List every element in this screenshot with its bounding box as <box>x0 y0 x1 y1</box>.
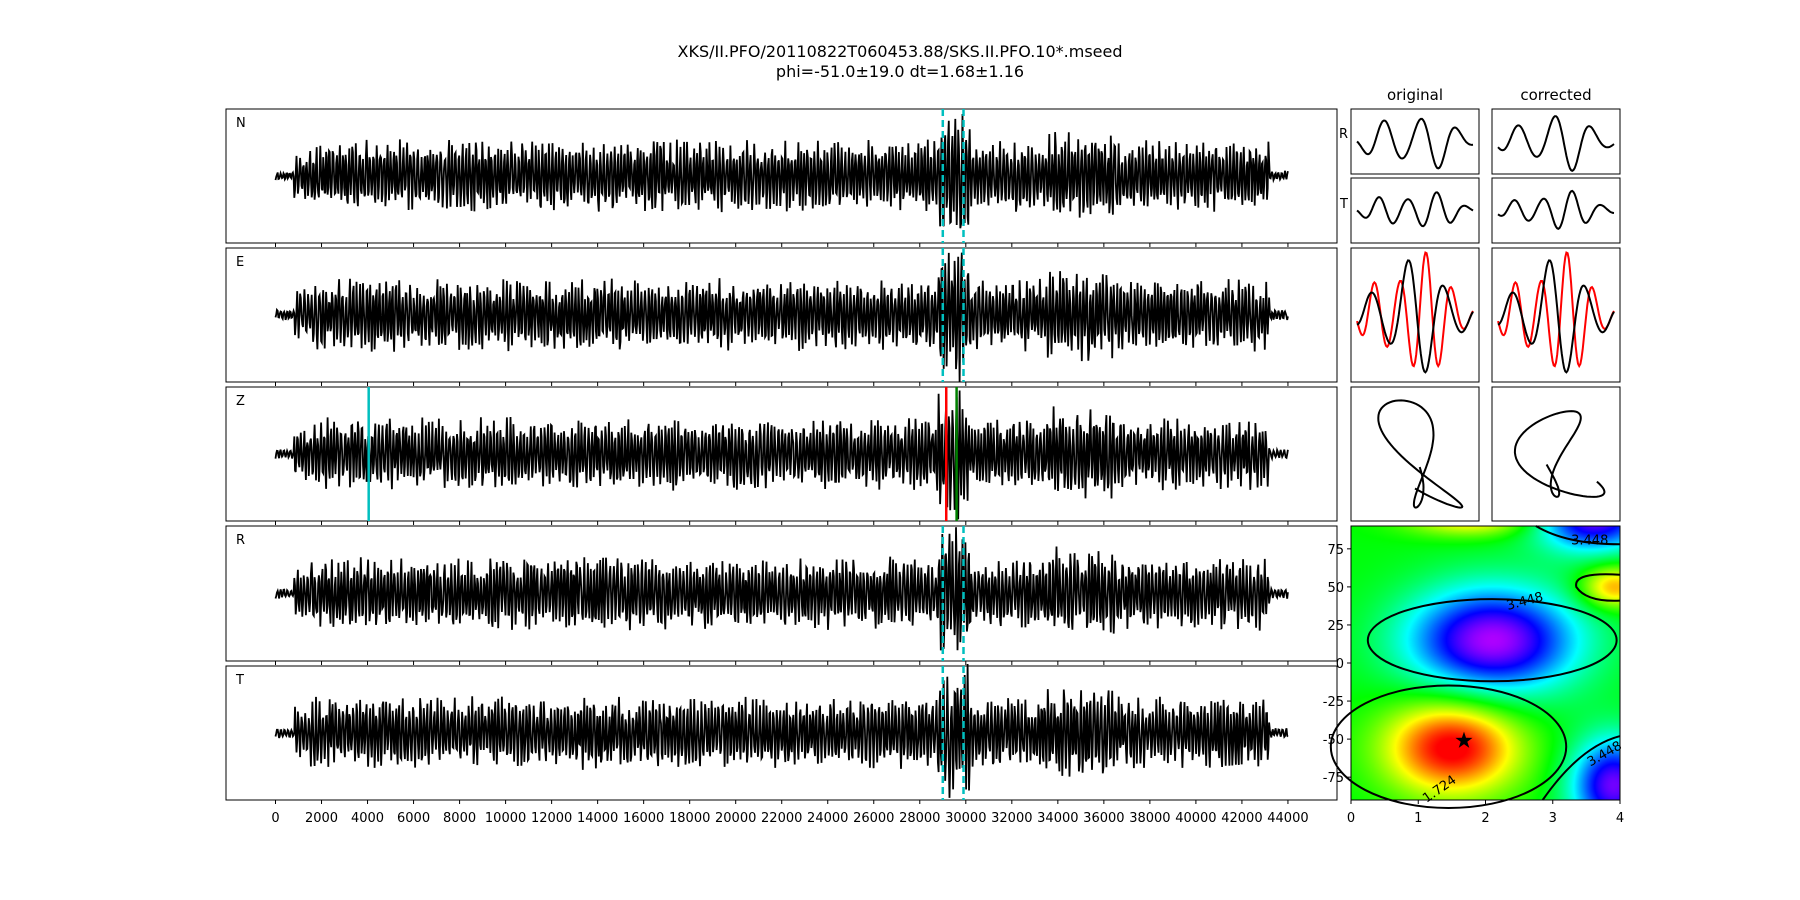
x-tick-label: 36000 <box>1083 811 1124 826</box>
x-tick-label: 6000 <box>397 811 430 826</box>
panel-frame <box>1350 177 1480 244</box>
waveform-N <box>274 113 1289 229</box>
small-panel-original-0 <box>1350 108 1480 175</box>
small-panel-corrected-3 <box>1491 386 1621 522</box>
heatmap-y-tick-label: -50 <box>1323 733 1344 748</box>
contour-line <box>1329 684 1568 810</box>
small-panel-corrected-1 <box>1491 177 1621 244</box>
x-tick-label: 12000 <box>531 811 572 826</box>
trace-panel-R: R <box>225 525 1338 665</box>
x-tick-label: 38000 <box>1129 811 1170 826</box>
contour-line <box>1541 735 1621 801</box>
contour-label: 1.724 <box>1420 773 1459 807</box>
heatmap-y-tick-label: 25 <box>1327 619 1344 634</box>
panel-frame <box>1350 108 1480 175</box>
best-fit-star-icon <box>1455 731 1473 748</box>
contour-label: 3.448 <box>1571 533 1608 548</box>
row-label-T: T <box>1339 197 1348 212</box>
channel-label: R <box>236 533 245 548</box>
panel-frame <box>1491 177 1621 244</box>
heatmap-y-tick-label: -25 <box>1323 695 1344 710</box>
contour-label: 3.448 <box>1585 739 1625 771</box>
waveform-R <box>274 527 1289 651</box>
contour-line <box>1535 525 1621 546</box>
x-tick-label: 18000 <box>669 811 710 826</box>
heatmap-y-tick-label: 75 <box>1327 543 1344 558</box>
x-tick-label: 8000 <box>443 811 476 826</box>
heatmap-x-tick-label: 0 <box>1347 811 1355 826</box>
waveform-T <box>274 663 1289 798</box>
waveform-T <box>1497 189 1615 230</box>
waveform-E <box>1356 251 1474 369</box>
heatmap-y-tick-label: -75 <box>1323 771 1344 786</box>
small-panel-original-3 <box>1350 386 1480 522</box>
channel-label: N <box>236 116 246 131</box>
particle-motion <box>1377 399 1464 509</box>
trace-panel-E: E <box>225 247 1338 386</box>
heatmap-y-tick-label: 0 <box>1336 657 1344 672</box>
x-tick-label: 30000 <box>945 811 986 826</box>
waveform-R <box>1356 117 1474 170</box>
heatmap-x-tick-label: 3 <box>1549 811 1557 826</box>
x-tick-label: 24000 <box>807 811 848 826</box>
column-title-original: original <box>1387 86 1443 104</box>
panel-frame <box>1350 247 1480 383</box>
panel-frame <box>1491 247 1621 383</box>
x-tick-label: 28000 <box>899 811 940 826</box>
panel-frame <box>1491 108 1621 175</box>
waveform-N <box>1356 259 1474 374</box>
splitting-heatmap <box>1351 526 1620 800</box>
x-tick-label: 14000 <box>577 811 618 826</box>
trace-panel-Z: Z <box>225 386 1338 525</box>
channel-label: T <box>235 673 244 688</box>
trace-panel-N: N <box>225 108 1338 247</box>
waveform-T <box>1356 191 1474 228</box>
contour-line <box>1575 573 1621 602</box>
panel-frame <box>1491 386 1621 522</box>
waveform-E <box>1497 251 1615 369</box>
x-tick-label: 20000 <box>715 811 756 826</box>
x-tick-label: 0 <box>271 811 279 826</box>
trace-panel-T: T <box>225 663 1338 804</box>
channel-label: Z <box>236 394 245 409</box>
row-label-R: R <box>1339 127 1348 142</box>
heatmap-x-tick-label: 1 <box>1414 811 1422 826</box>
heatmap-y-tick-label: 50 <box>1327 581 1344 596</box>
small-panel-corrected-0 <box>1491 108 1621 175</box>
x-tick-label: 4000 <box>351 811 384 826</box>
waveform-Z <box>274 390 1289 520</box>
waveform-R <box>1497 115 1615 172</box>
column-title-corrected: corrected <box>1520 86 1591 104</box>
x-tick-label: 22000 <box>761 811 802 826</box>
figure-subtitle: phi=-51.0±19.0 dt=1.68±1.16 <box>775 62 1025 81</box>
waveform-N <box>1497 259 1615 374</box>
heatmap-x-tick-label: 4 <box>1616 811 1624 826</box>
x-tick-label: 44000 <box>1267 811 1308 826</box>
panel-frame <box>1350 386 1480 522</box>
x-tick-label: 10000 <box>485 811 526 826</box>
contour-line <box>1366 598 1618 683</box>
channel-label: E <box>236 255 244 270</box>
small-panel-corrected-2 <box>1491 247 1621 383</box>
waveform-E <box>274 252 1289 383</box>
x-tick-label: 2000 <box>305 811 338 826</box>
contour-label: 3.448 <box>1505 590 1545 614</box>
particle-motion <box>1513 410 1606 498</box>
small-panel-original-1 <box>1350 177 1480 244</box>
x-tick-label: 26000 <box>853 811 894 826</box>
x-tick-label: 40000 <box>1175 811 1216 826</box>
figure-title: XKS/II.PFO/20110822T060453.88/SKS.II.PFO… <box>677 42 1123 61</box>
x-tick-label: 16000 <box>623 811 664 826</box>
small-panel-original-2 <box>1350 247 1480 383</box>
heatmap-x-tick-label: 2 <box>1481 811 1489 826</box>
x-tick-label: 42000 <box>1221 811 1262 826</box>
x-tick-label: 34000 <box>1037 811 1078 826</box>
x-tick-label: 32000 <box>991 811 1032 826</box>
